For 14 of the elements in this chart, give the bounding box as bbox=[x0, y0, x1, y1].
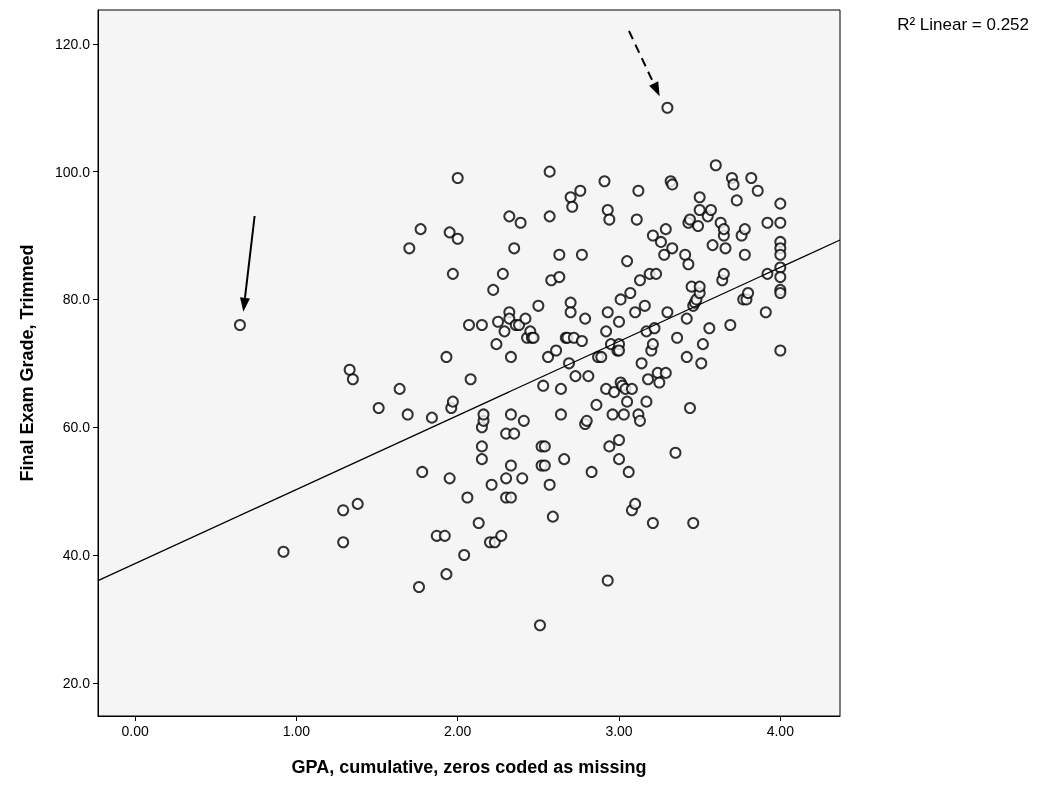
x-axis-title: GPA, cumulative, zeros coded as missing bbox=[291, 757, 647, 777]
y-tick-label: 100.0 bbox=[54, 163, 91, 180]
y-tick-label: 40.0 bbox=[62, 546, 91, 563]
x-tick-label: 3.00 bbox=[605, 723, 633, 739]
x-tick-label: 1.00 bbox=[282, 723, 311, 739]
text: R² Linear = 0.252 bbox=[897, 15, 1030, 34]
y-axis-title: Final Exam Grade, Trimmed bbox=[17, 244, 37, 482]
x-tick-label: 0.00 bbox=[121, 723, 149, 739]
y-tick-label: 20.0 bbox=[62, 674, 91, 691]
y-tick-label: 80.0 bbox=[62, 291, 91, 308]
x-tick-label: 2.00 bbox=[444, 723, 472, 739]
x-tick-label: 4.00 bbox=[766, 723, 795, 739]
y-tick-label: 60.0 bbox=[62, 419, 91, 436]
y-tick-label: 120.0 bbox=[54, 35, 91, 52]
